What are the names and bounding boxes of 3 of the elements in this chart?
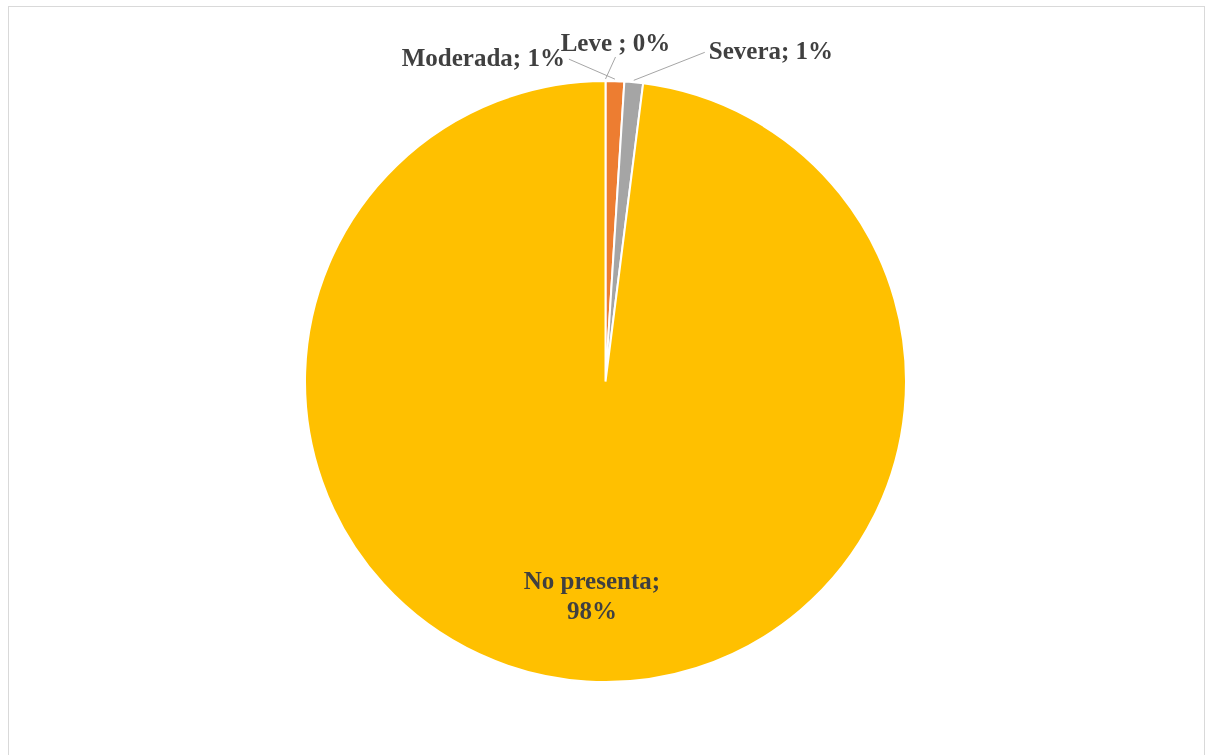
category-label: Leve ; 0%	[560, 29, 671, 57]
slice-label: Severa; 1%	[708, 36, 834, 64]
slice-label: No presenta; 98%	[523, 566, 661, 624]
